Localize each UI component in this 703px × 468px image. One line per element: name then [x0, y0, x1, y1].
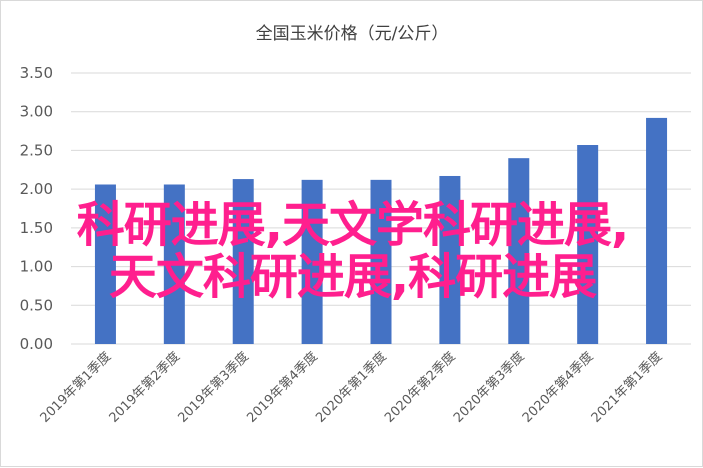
x-tick-label: 2019年第2季度	[106, 349, 183, 426]
y-tick-label: 1.50	[20, 219, 53, 237]
y-tick-label: 3.50	[20, 64, 53, 82]
bar	[577, 145, 599, 344]
x-tick-label: 2020年第2季度	[381, 349, 458, 426]
watermark-text-line-2: 天文科研进展,科研进展	[108, 249, 597, 305]
bar	[232, 179, 254, 344]
bars	[94, 117, 668, 344]
bar	[301, 179, 323, 344]
x-axis-ticks: 2019年第1季度2019年第2季度2019年第3季度2019年第4季度2020…	[37, 349, 665, 426]
x-tick-label: 2020年第1季度	[312, 349, 389, 426]
x-tick-label: 2020年第3季度	[450, 349, 527, 426]
chart-title: 全国玉米价格（元/公斤）	[256, 24, 449, 44]
y-tick-label: 1.00	[20, 258, 53, 276]
bar	[94, 184, 116, 344]
y-tick-label: 3.00	[20, 103, 53, 121]
y-tick-label: 0.50	[20, 296, 53, 314]
y-axis-ticks: 0.00 0.50 1.00 1.50 2.00 2.50 3.00 3.50	[20, 64, 53, 353]
bar	[646, 117, 668, 344]
watermark-text-line-1: 科研进展,天文学科研进展,	[76, 197, 629, 253]
x-tick-label: 2020年第4季度	[519, 349, 596, 426]
y-tick-label: 2.00	[20, 180, 53, 198]
bar	[508, 158, 530, 344]
y-tick-label: 2.50	[20, 141, 53, 159]
y-tick-label: 0.00	[20, 335, 53, 353]
x-tick-label: 2019年第3季度	[175, 349, 252, 426]
x-tick-label: 2021年第1季度	[588, 349, 665, 426]
x-tick-label: 2019年第1季度	[37, 349, 114, 426]
bar	[439, 175, 461, 344]
bar	[163, 184, 185, 344]
x-tick-label: 2019年第4季度	[244, 349, 321, 426]
bar	[370, 179, 392, 344]
